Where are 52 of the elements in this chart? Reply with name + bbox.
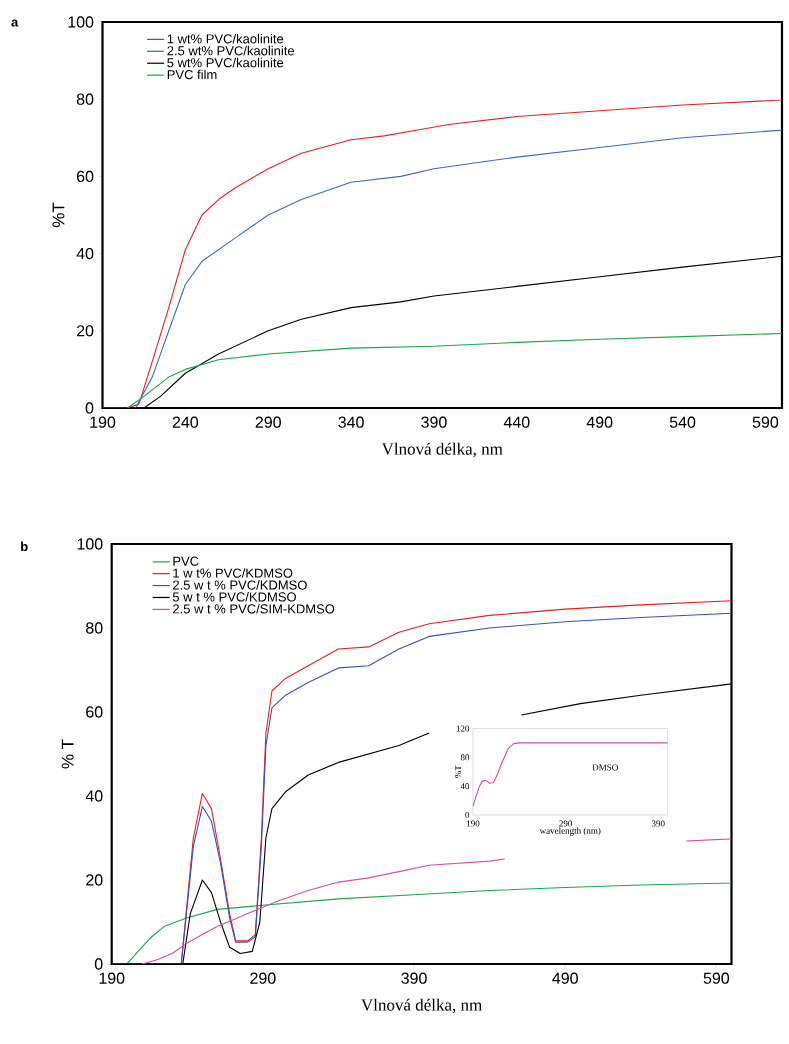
y-tick-label: 80 xyxy=(86,622,103,634)
y-tick-label: 0 xyxy=(465,811,470,819)
annotation: DMSO xyxy=(592,764,618,771)
x-tick-label: 590 xyxy=(752,416,779,428)
x-tick-label: 490 xyxy=(552,972,578,984)
legend-label: 2.5 wt% PVC/kaolinite xyxy=(167,45,295,56)
y-tick-label: 40 xyxy=(85,790,103,802)
legend-label: 1 w t% PVC/KDMSO xyxy=(173,568,293,578)
y-tick-label: 80 xyxy=(460,754,470,761)
x-tick-label: 340 xyxy=(338,416,364,428)
legend-label: 1 wt% PVC/kaolinite xyxy=(167,33,284,44)
text: a xyxy=(11,19,19,27)
x-tick-label: 390 xyxy=(401,972,427,984)
x-axis-title: wavelength (nm) xyxy=(539,827,601,836)
x-axis-title: Vlnová délka, nm xyxy=(381,442,503,458)
x-tick-label: 190 xyxy=(90,416,116,428)
y-tick-label: 40 xyxy=(460,783,470,790)
y-tick-label: 80 xyxy=(76,93,94,105)
x-tick-label: 190 xyxy=(99,972,125,984)
x-tick-label: 290 xyxy=(255,416,281,428)
x-axis-title: Vlnová délka, nm xyxy=(361,998,482,1014)
legend-label: PVC xyxy=(173,556,199,566)
text: b xyxy=(21,541,28,552)
x-tick-label: 540 xyxy=(669,416,696,428)
y-tick-label: 60 xyxy=(76,170,94,183)
x-tick-label: 240 xyxy=(172,416,199,428)
y-tick-label: 100 xyxy=(77,538,103,550)
x-tick-label: 490 xyxy=(586,416,613,428)
x-tick-label: 390 xyxy=(421,416,447,428)
legend-label: PVC film xyxy=(167,69,217,80)
x-tick-label: 390 xyxy=(651,820,665,827)
y-tick-label: 0 xyxy=(85,402,94,414)
legend-label: 5 w t % PVC/KDMSO xyxy=(172,592,296,602)
y-axis-title: %T xyxy=(454,765,462,778)
legend-label: 2.5 w t % PVC/KDMSO xyxy=(173,580,307,590)
y-tick-label: 120 xyxy=(456,725,470,732)
y-axis-title: % T xyxy=(61,739,74,769)
y-tick-label: 0 xyxy=(94,958,103,970)
x-tick-label: 290 xyxy=(559,820,573,827)
y-tick-label: 100 xyxy=(68,16,94,28)
x-tick-label: 590 xyxy=(703,972,730,984)
legend-label: 5 wt% PVC/kaolinite xyxy=(167,57,284,68)
line-series xyxy=(126,332,782,408)
y-axis-title: %T xyxy=(52,202,65,228)
x-tick-label: 440 xyxy=(503,416,530,428)
y-tick-label: 20 xyxy=(76,325,94,337)
y-tick-label: 60 xyxy=(86,706,103,718)
legend-label: 2.5 w t % PVC/SIM-KDMSO xyxy=(173,603,335,614)
x-tick-label: 190 xyxy=(467,820,480,827)
x-tick-label: 290 xyxy=(250,972,276,984)
y-tick-label: 20 xyxy=(86,874,103,886)
y-tick-label: 40 xyxy=(76,247,94,260)
